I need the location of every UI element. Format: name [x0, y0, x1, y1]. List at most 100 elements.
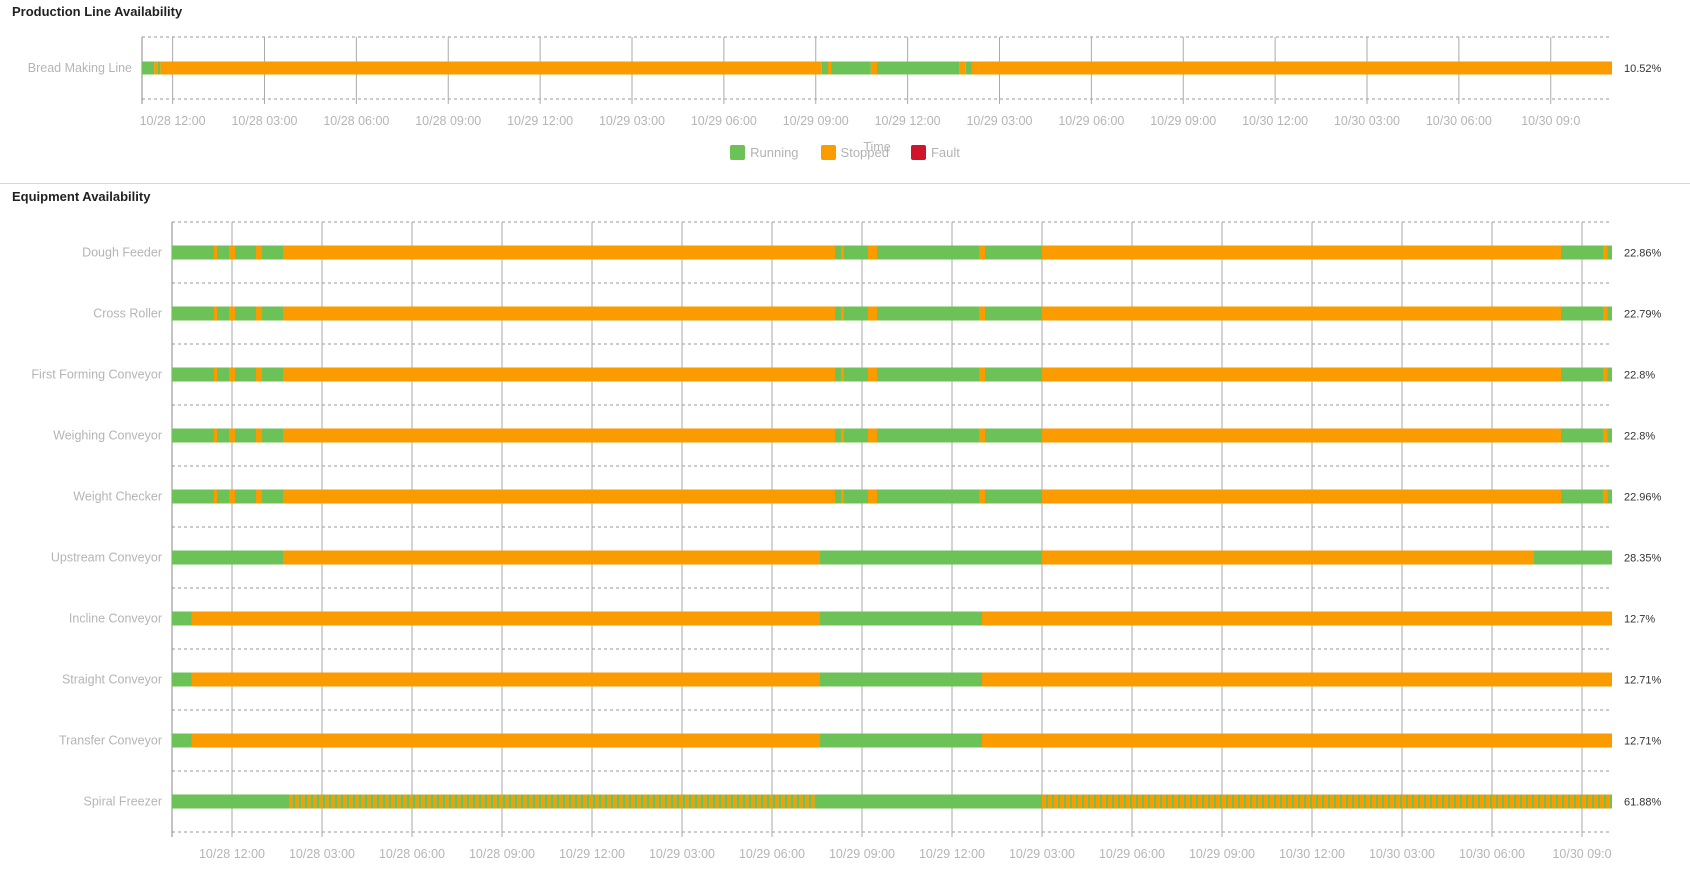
- equipment-segment-running: [1607, 367, 1612, 382]
- equipment-segment-running: [514, 794, 517, 809]
- equipment-segment-stopped: [1420, 794, 1424, 809]
- equipment-segment-stopped: [1312, 794, 1316, 809]
- equipment-segment-stopped: [493, 794, 497, 809]
- equipment-segment-running: [1129, 794, 1132, 809]
- equipment-segment-running: [484, 794, 487, 809]
- production-segment-stopped: [870, 61, 877, 75]
- equipment-segment-running: [1255, 794, 1258, 809]
- equipment-segment-running: [817, 794, 818, 809]
- equipment-segment-running: [334, 794, 337, 809]
- equipment-segment-stopped: [799, 794, 803, 809]
- equipment-segment-running: [235, 428, 256, 443]
- equipment-segment-running: [835, 306, 841, 321]
- equipment-segment-stopped: [313, 794, 317, 809]
- equipment-segment-running: [1171, 794, 1174, 809]
- equipment-segment-stopped: [715, 794, 719, 809]
- equipment-segment-running: [472, 794, 475, 809]
- equipment-segment-stopped: [451, 794, 455, 809]
- equipment-row-label: Weighing Conveyor: [53, 429, 162, 443]
- equipment-segment-stopped: [409, 794, 413, 809]
- equipment-segment-running: [1387, 794, 1390, 809]
- equipment-segment-running: [1441, 794, 1444, 809]
- equipment-segment-running: [1597, 794, 1600, 809]
- equipment-segment-stopped: [703, 794, 707, 809]
- equipment-segment-running: [1531, 794, 1534, 809]
- equipment-segment-stopped: [1258, 794, 1262, 809]
- equipment-segment-stopped: [256, 245, 262, 260]
- equipment-segment-stopped: [1570, 794, 1574, 809]
- production-segment-running: [877, 61, 960, 75]
- equipment-tick-label: 10/28 09:00: [469, 847, 535, 861]
- equipment-segment-running: [1321, 794, 1324, 809]
- equipment-segment-running: [298, 794, 301, 809]
- equipment-segment-stopped: [256, 428, 262, 443]
- equipment-segment-stopped: [745, 794, 749, 809]
- equipment-segment-stopped: [709, 794, 713, 809]
- equipment-segment-stopped: [1264, 794, 1268, 809]
- equipment-segment-running: [778, 794, 781, 809]
- equipment-segment-running: [1561, 489, 1603, 504]
- equipment-tick-label: 10/29 03:00: [649, 847, 715, 861]
- production-segment-running: [831, 61, 871, 75]
- equipment-segment-stopped: [1354, 794, 1358, 809]
- equipment-segment-running: [1237, 794, 1240, 809]
- equipment-segment-stopped: [256, 306, 262, 321]
- equipment-segment-running: [1297, 794, 1300, 809]
- legend-item-running[interactable]: Running: [730, 145, 799, 160]
- equipment-segment-running: [235, 489, 256, 504]
- production-segment-running: [821, 61, 828, 75]
- equipment-segment-stopped: [553, 794, 557, 809]
- legend-swatch-stopped: [820, 145, 836, 160]
- equipment-segment-running: [1585, 794, 1588, 809]
- equipment-segment-stopped: [868, 245, 877, 260]
- equipment-segment-running: [1177, 794, 1180, 809]
- equipment-segment-stopped: [1042, 245, 1561, 260]
- equipment-segment-stopped: [1444, 794, 1448, 809]
- equipment-segment-running: [1555, 794, 1558, 809]
- equipment-segment-running: [172, 489, 214, 504]
- equipment-segment-stopped: [1594, 794, 1598, 809]
- equipment-segment-running: [634, 794, 637, 809]
- equipment-segment-running: [772, 794, 775, 809]
- equipment-segment-running: [1099, 794, 1102, 809]
- equipment-segment-running: [1249, 794, 1252, 809]
- equipment-segment-stopped: [1060, 794, 1064, 809]
- equipment-segment-running: [526, 794, 529, 809]
- equipment-segment-stopped: [1210, 794, 1214, 809]
- equipment-segment-stopped: [1300, 794, 1304, 809]
- equipment-segment-running: [802, 794, 805, 809]
- equipment-segment-running: [172, 306, 214, 321]
- production-segment-stopped: [971, 61, 979, 75]
- equipment-segment-running: [262, 367, 283, 382]
- equipment-segment-running: [1219, 794, 1222, 809]
- equipment-segment-stopped: [1468, 794, 1472, 809]
- equipment-segment-running: [490, 794, 493, 809]
- equipment-availability-label: 22.86%: [1624, 248, 1662, 260]
- equipment-segment-stopped: [1150, 794, 1154, 809]
- equipment-segment-running: [1447, 794, 1450, 809]
- equipment-segment-stopped: [1462, 794, 1466, 809]
- equipment-row-label: Straight Conveyor: [62, 673, 162, 687]
- equipment-segment-running: [586, 794, 589, 809]
- equipment-segment-running: [1153, 794, 1156, 809]
- equipment-segment-stopped: [1492, 794, 1496, 809]
- equipment-segment-running: [550, 794, 553, 809]
- equipment-segment-stopped: [841, 245, 844, 260]
- equipment-segment-running: [1081, 794, 1084, 809]
- equipment-segment-running: [1477, 794, 1480, 809]
- equipment-segment-stopped: [1372, 794, 1376, 809]
- legend-item-fault[interactable]: Fault: [910, 145, 960, 160]
- equipment-segment-running: [316, 794, 319, 809]
- legend-item-stopped[interactable]: Stopped: [820, 145, 889, 160]
- equipment-segment-running: [985, 489, 1042, 504]
- equipment-segment-running: [538, 794, 541, 809]
- production-tick-label: 10/28 09:00: [415, 114, 481, 128]
- equipment-segment-running: [388, 794, 391, 809]
- equipment-segment-stopped: [1366, 794, 1370, 809]
- equipment-segment-running: [172, 428, 214, 443]
- equipment-segment-stopped: [1510, 794, 1514, 809]
- equipment-segment-stopped: [319, 794, 323, 809]
- equipment-segment-stopped: [868, 367, 877, 382]
- equipment-segment-running: [598, 794, 601, 809]
- equipment-segment-running: [406, 794, 409, 809]
